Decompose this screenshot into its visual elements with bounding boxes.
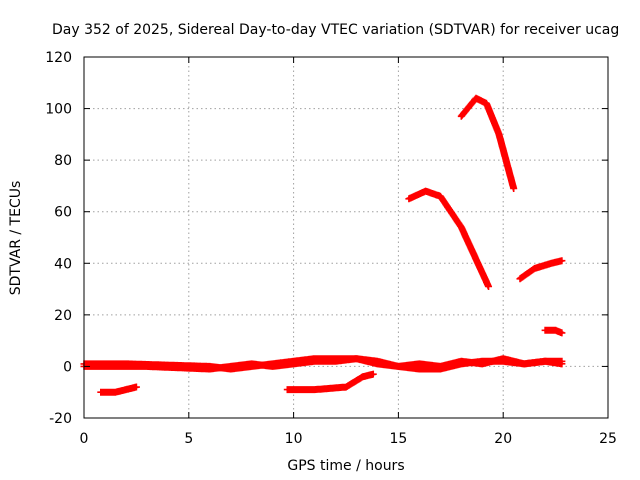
data-point xyxy=(292,362,295,366)
data-point xyxy=(474,97,478,100)
y-axis-title: SDTVAR / TECUs xyxy=(8,181,24,296)
plot-frame xyxy=(83,56,609,419)
data-point xyxy=(439,365,442,368)
x-tick-label: 0 xyxy=(80,431,89,447)
axis-ticks: 0 5 10 15 20 25 -20 0 20 40 60 80 100 120 xyxy=(45,50,617,447)
data-point xyxy=(355,357,358,360)
data-point xyxy=(560,331,564,335)
data-point xyxy=(460,225,463,229)
series-layer xyxy=(80,94,566,396)
data-point xyxy=(554,329,557,332)
data-point xyxy=(481,362,484,366)
data-point xyxy=(361,375,364,378)
x-tick-label: 10 xyxy=(285,431,303,447)
series-markers xyxy=(405,187,493,290)
chart-title: Day 352 of 2025, Sidereal Day-to-day VTE… xyxy=(52,22,619,38)
series-markers xyxy=(516,257,566,283)
y-tick-label: 120 xyxy=(45,50,72,66)
y-tick-label: 0 xyxy=(63,359,72,375)
data-point xyxy=(418,367,421,371)
data-point xyxy=(460,360,463,363)
data-point xyxy=(418,362,421,366)
series-markers xyxy=(283,370,377,394)
data-point xyxy=(485,102,488,105)
data-point xyxy=(560,259,564,262)
data-point xyxy=(502,357,505,360)
data-point xyxy=(344,385,348,389)
data-point xyxy=(397,365,400,368)
data-point xyxy=(543,360,547,363)
series-track-5 xyxy=(405,187,493,290)
y-tick-label: 60 xyxy=(54,205,72,221)
data-point xyxy=(439,195,442,198)
data-point xyxy=(497,133,501,136)
data-point xyxy=(286,388,289,391)
data-point xyxy=(522,362,526,366)
x-tick-label: 20 xyxy=(494,431,512,447)
data-point xyxy=(487,285,490,288)
y-tick-label: 20 xyxy=(54,308,72,324)
data-point xyxy=(313,388,316,391)
data-point xyxy=(135,385,138,389)
data-point xyxy=(99,391,102,394)
series-track-7 xyxy=(516,257,566,283)
data-point xyxy=(512,187,515,190)
data-point xyxy=(114,391,117,394)
data-point xyxy=(208,367,211,371)
grid-lines xyxy=(84,57,608,418)
y-tick-label: 40 xyxy=(54,256,72,272)
data-point xyxy=(250,362,253,366)
series-track-8 xyxy=(541,326,566,337)
series-track-3 xyxy=(97,383,140,396)
y-tick-label: 100 xyxy=(45,102,72,118)
x-axis-title: GPS time / hours xyxy=(287,458,404,474)
data-point xyxy=(313,360,316,363)
series-markers xyxy=(97,383,140,396)
series-track-6 xyxy=(457,94,518,193)
x-tick-label: 25 xyxy=(599,431,617,447)
y-tick-label: 80 xyxy=(54,153,72,169)
data-point xyxy=(460,115,463,118)
data-point xyxy=(372,372,375,376)
series-track-4 xyxy=(283,370,377,394)
series-markers xyxy=(457,94,518,193)
data-point xyxy=(145,365,149,368)
y-tick-label: -20 xyxy=(49,411,72,427)
x-tick-label: 5 xyxy=(184,431,193,447)
data-point xyxy=(407,197,411,201)
data-point xyxy=(334,360,337,363)
x-tick-label: 15 xyxy=(389,431,407,447)
data-point xyxy=(550,262,553,265)
data-point xyxy=(424,189,427,193)
data-point xyxy=(376,362,379,366)
data-point xyxy=(560,362,564,366)
data-point xyxy=(543,329,547,332)
data-point xyxy=(518,277,522,280)
data-point xyxy=(271,365,274,368)
series-markers xyxy=(541,326,566,337)
data-point xyxy=(533,267,536,270)
